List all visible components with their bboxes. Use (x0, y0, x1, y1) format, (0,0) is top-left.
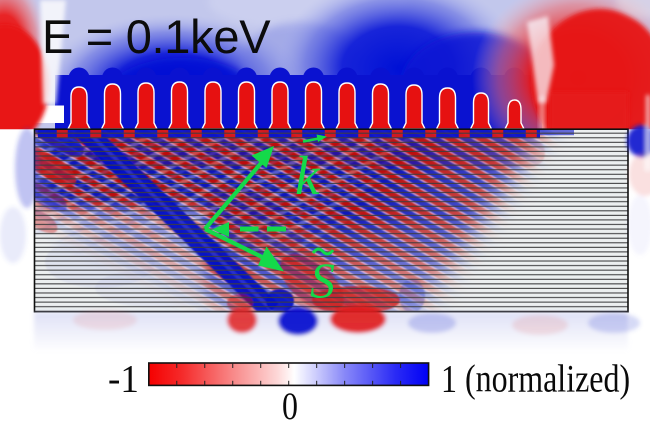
svg-text:-1: -1 (108, 358, 139, 401)
svg-text:E = 0.1keV: E = 0.1keV (42, 10, 271, 63)
svg-text:0: 0 (282, 384, 298, 428)
svg-text:k: k (295, 145, 321, 206)
svg-text:S: S (310, 252, 335, 308)
svg-text:1 (normalized): 1 (normalized) (441, 357, 630, 401)
